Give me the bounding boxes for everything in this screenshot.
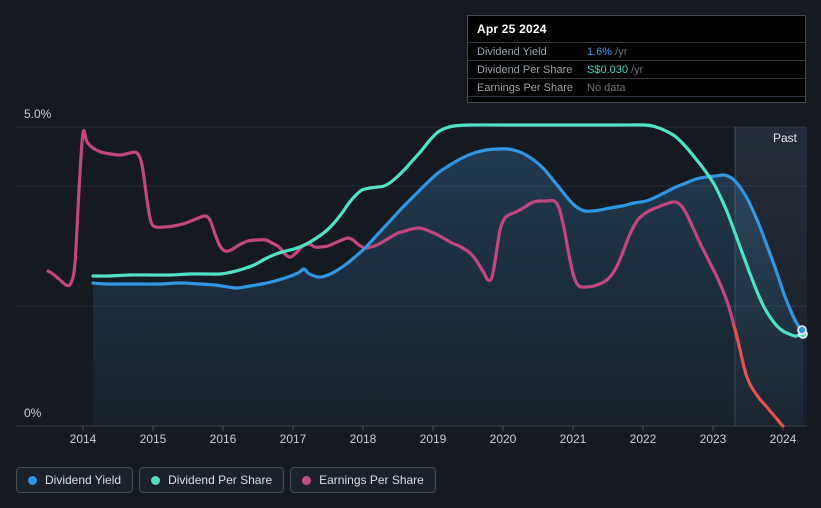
legend-dot-icon bbox=[28, 475, 37, 485]
y-axis-max-label: 5.0% bbox=[24, 107, 52, 121]
x-axis-label: 2022 bbox=[630, 432, 657, 446]
tooltip-label: Dividend Yield bbox=[477, 45, 547, 58]
tooltip-value-suffix: /yr bbox=[627, 63, 644, 76]
tooltip-label: Dividend Per Share bbox=[477, 63, 573, 76]
chart-legend: Dividend Yield Dividend Per Share Earnin… bbox=[16, 467, 436, 493]
dividend-per-share-line bbox=[91, 123, 805, 338]
tooltip-row-dividend-yield: Dividend Yield 1.6% /yr bbox=[468, 43, 805, 61]
tooltip-value: No data bbox=[587, 81, 626, 94]
tooltip-row-dividend-per-share: Dividend Per Share S$0.030 /yr bbox=[468, 61, 805, 79]
dividend-yield-line bbox=[91, 147, 805, 333]
tooltip-value-suffix: /yr bbox=[612, 45, 628, 58]
x-axis-label: 2016 bbox=[210, 432, 237, 446]
legend-dot-icon bbox=[151, 475, 161, 485]
legend-item-dividend-per-share[interactable]: Dividend Per Share bbox=[139, 467, 285, 493]
x-axis-label: 2020 bbox=[490, 432, 517, 446]
legend-dot-icon bbox=[302, 475, 312, 485]
chart-canvas: 2014 2015 2016 2017 2018 2019 2020 2021 2022 2023… bbox=[16, 107, 808, 446]
legend-item-label: Dividend Per Share bbox=[168, 473, 273, 487]
dividend-history-chart[interactable]: 2014 2015 2016 2017 2018 2019 2020 2021 2022 2023… bbox=[0, 0, 821, 455]
x-axis-label: 2014 bbox=[70, 432, 97, 446]
earnings-per-share-line bbox=[46, 129, 736, 328]
dividend-yield-end-dot bbox=[797, 325, 807, 335]
past-label: Past bbox=[773, 131, 798, 145]
tooltip-value: 1.6% bbox=[587, 45, 613, 58]
legend-item-dividend-yield[interactable]: Dividend Yield bbox=[16, 467, 134, 493]
yield-area-fill bbox=[93, 148, 803, 426]
tooltip-row-earnings-per-share: Earnings Per Share No data bbox=[468, 79, 805, 97]
x-axis-label: 2021 bbox=[560, 432, 587, 446]
chart-tooltip: Apr 25 2024 Dividend Yield 1.6% /yr Divi… bbox=[467, 15, 806, 103]
x-axis-label: 2017 bbox=[280, 432, 307, 446]
y-axis-zero-label: 0% bbox=[24, 406, 42, 420]
tooltip-value: S$0.030 bbox=[587, 63, 628, 76]
chart-hover-region[interactable] bbox=[16, 127, 807, 426]
legend-item-label: Dividend Yield bbox=[45, 473, 122, 487]
legend-item-earnings-per-share[interactable]: Earnings Per Share bbox=[290, 467, 436, 493]
tooltip-date: Apr 25 2024 bbox=[468, 16, 805, 43]
x-axis-label: 2024 bbox=[770, 432, 797, 446]
legend-item-label: Earnings Per Share bbox=[319, 473, 424, 487]
x-axis-label: 2023 bbox=[700, 432, 727, 446]
x-axis-label: 2019 bbox=[420, 432, 447, 446]
x-axis-label: 2018 bbox=[350, 432, 377, 446]
earnings-per-share-negative-line bbox=[732, 324, 785, 428]
x-axis-label: 2015 bbox=[140, 432, 167, 446]
tooltip-label: Earnings Per Share bbox=[477, 81, 573, 94]
